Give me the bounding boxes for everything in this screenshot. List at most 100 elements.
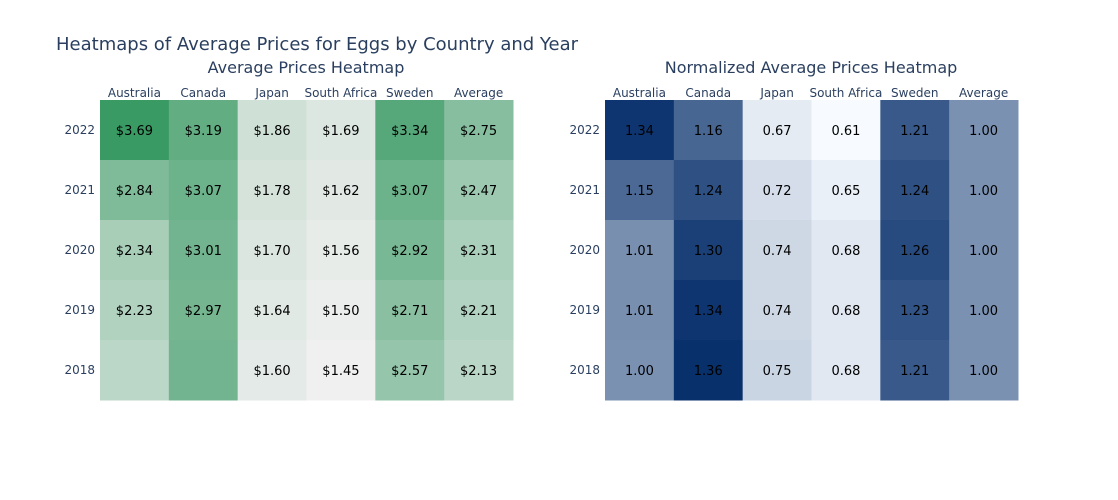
cell-value-label: $2.23: [116, 304, 153, 319]
x-tick-label: Australia: [108, 86, 161, 100]
cell-value-label: 0.72: [763, 184, 792, 199]
left-heatmap-y-axis: 2022 2021 2020 2019 2018: [64, 123, 95, 377]
heatmap-cell: [811, 280, 881, 341]
cell-value-label: 0.75: [763, 364, 792, 379]
cell-value-label: 1.26: [900, 244, 929, 259]
heatmap-cell: [237, 100, 307, 161]
cell-value-label: $1.56: [322, 244, 359, 259]
y-tick-label: 2019: [569, 303, 600, 317]
right-heatmap-panel: Normalized Average Prices Heatmap 1.34 1.…: [569, 58, 1019, 401]
heatmap-cell: [605, 100, 675, 161]
cell-value-label: 1.00: [969, 304, 998, 319]
cell-value-label: $2.57: [391, 364, 428, 379]
cell-value-label: $3.34: [391, 124, 428, 139]
heatmap-cell: [673, 220, 744, 281]
cell-value-label: $2.75: [460, 124, 497, 139]
cell-value-label: 1.15: [625, 184, 654, 199]
heatmap-cell: [742, 280, 812, 341]
x-tick-label: South Africa: [304, 86, 377, 100]
heatmap-cell: [811, 220, 881, 281]
heatmap-cell: [880, 220, 950, 281]
heatmap-cell: [168, 340, 239, 401]
x-tick-label: Japan: [254, 86, 288, 100]
y-tick-label: 2020: [64, 243, 95, 257]
cell-value-label: $2.47: [460, 184, 497, 199]
cell-value-label: $2.71: [391, 304, 428, 319]
x-tick-label: South Africa: [809, 86, 882, 100]
heatmap-cell: [605, 220, 675, 281]
cell-value-label: $2.84: [116, 184, 153, 199]
cell-value-label: $1.70: [253, 244, 290, 259]
left-heatmap-x-axis: Australia Canada Japan South Africa Sweden Av…: [108, 86, 503, 100]
y-tick-label: 2022: [64, 123, 95, 137]
right-heatmap-cells: 1.34 1.16 0.67 0.61 1.21 1.00 1.15 1.24 0.72 0.65…: [605, 100, 1019, 401]
cell-value-label: 1.00: [969, 244, 998, 259]
heatmap-cell: [100, 220, 170, 281]
cell-value-label: 1.21: [900, 364, 929, 379]
heatmap-cell: [375, 220, 445, 281]
heatmap-cell: [742, 160, 812, 221]
y-tick-label: 2019: [64, 303, 95, 317]
cell-value-label: $2.13: [460, 364, 497, 379]
heatmap-cell: [742, 220, 812, 281]
heatmap-cell: [100, 160, 170, 221]
left-heatmap-cells: $3.69 $3.19 $1.86 $1.69 $3.34 $2.75 $2.84 $3.07…: [100, 100, 514, 401]
cell-value-label: 0.68: [831, 244, 860, 259]
heatmap-cell: [444, 220, 514, 281]
heatmap-cell: [949, 100, 1019, 161]
heatmap-cell: [100, 340, 170, 401]
heatmap-cell: [100, 280, 170, 341]
cell-value-label: $1.45: [322, 364, 359, 379]
cell-value-label: 1.36: [694, 364, 723, 379]
cell-value-label: $3.07: [185, 184, 222, 199]
x-tick-label: Sweden: [891, 86, 938, 100]
cell-value-label: 0.67: [763, 124, 792, 139]
heatmap-cell: [673, 280, 744, 341]
figure-title: Heatmaps of Average Prices for Eggs by C…: [56, 34, 579, 55]
x-tick-label: Australia: [613, 86, 666, 100]
heatmap-cell: [306, 160, 376, 221]
heatmap-cell: [605, 340, 675, 401]
heatmap-cell: [375, 160, 445, 221]
cell-value-label: $2.92: [391, 244, 428, 259]
x-tick-label: Japan: [759, 86, 793, 100]
y-tick-label: 2021: [64, 183, 95, 197]
cell-value-label: 1.00: [969, 364, 998, 379]
heatmap-cell: [742, 100, 812, 161]
heatmap-cell: [375, 100, 445, 161]
heatmap-cell: [880, 340, 950, 401]
x-tick-label: Sweden: [386, 86, 433, 100]
cell-value-label: 1.34: [625, 124, 654, 139]
heatmap-cell: [237, 340, 307, 401]
heatmap-cell: [949, 340, 1019, 401]
right-heatmap-x-axis: Australia Canada Japan South Africa Sweden Av…: [613, 86, 1008, 100]
heatmap-cell: [880, 160, 950, 221]
cell-value-label: $3.19: [185, 124, 222, 139]
cell-value-label: 0.74: [763, 244, 792, 259]
cell-value-label: $1.78: [253, 184, 290, 199]
heatmap-cell: [444, 340, 514, 401]
cell-value-label: 0.65: [831, 184, 860, 199]
cell-value-label: 0.74: [763, 304, 792, 319]
heatmap-cell: [444, 280, 514, 341]
cell-value-label: 1.23: [900, 304, 929, 319]
heatmap-cell: [306, 340, 376, 401]
cell-value-label: $1.64: [253, 304, 290, 319]
y-tick-label: 2018: [64, 363, 95, 377]
cell-value-label: 0.68: [831, 364, 860, 379]
heatmap-cell: [949, 280, 1019, 341]
right-heatmap-y-axis: 2022 2021 2020 2019 2018: [569, 123, 600, 377]
heatmap-cell: [168, 220, 239, 281]
cell-value-label: 1.24: [694, 184, 723, 199]
heatmap-cell: [306, 100, 376, 161]
left-heatmap-panel: Average Prices Heatmap $3.69 $3.19 $1.86 $1…: [64, 58, 514, 401]
heatmap-cell: [444, 100, 514, 161]
cell-value-label: $1.69: [322, 124, 359, 139]
right-heatmap-title: Normalized Average Prices Heatmap: [665, 58, 958, 77]
cell-value-label: 1.21: [900, 124, 929, 139]
heatmap-cell: [168, 100, 239, 161]
x-tick-label: Average: [959, 86, 1008, 100]
y-tick-label: 2020: [569, 243, 600, 257]
heatmap-cell: [811, 160, 881, 221]
cell-value-label: 1.16: [694, 124, 723, 139]
